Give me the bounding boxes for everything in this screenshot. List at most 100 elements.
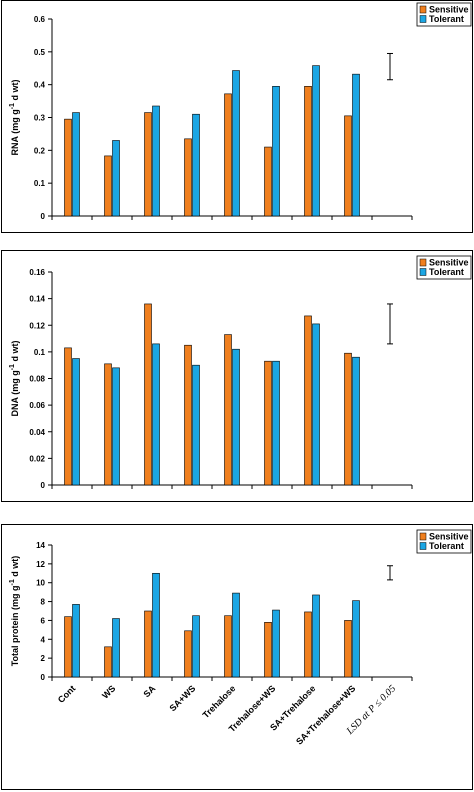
tolerant-bar <box>312 65 320 217</box>
category-label: Trehalose <box>201 683 238 720</box>
y-tick-label: 0.5 <box>34 48 46 57</box>
y-tick-label: 0.1 <box>34 179 46 188</box>
tolerant-bar <box>272 360 280 486</box>
legend-swatch <box>419 258 427 267</box>
sensitive-bar <box>264 360 272 486</box>
sensitive-bar <box>184 630 192 678</box>
sensitive-bar <box>144 303 152 486</box>
legend-box <box>416 2 472 27</box>
tolerant-bar <box>72 358 80 486</box>
sensitive-bar <box>344 620 352 678</box>
legend-box <box>416 255 472 280</box>
sensitive-bar <box>144 112 152 217</box>
legend-swatch <box>419 532 427 541</box>
y-tick-label: 0 <box>41 481 46 490</box>
sensitive-bar <box>104 363 112 486</box>
tolerant-bar <box>352 600 360 678</box>
y-tick-label: 0.2 <box>34 146 46 155</box>
tolerant-bar <box>232 592 240 678</box>
legend-label: Tolerant <box>429 541 464 551</box>
y-tick-label: 12 <box>36 560 45 569</box>
tolerant-bar <box>152 105 160 217</box>
y-tick-label: 0.02 <box>29 454 45 463</box>
rna-chart-panel: 0 0.1 0.2 0.3 0.4 0.5 0.6 RNA (mg g-1 d wt) Sens… <box>1 0 473 233</box>
legend-swatch <box>419 542 427 550</box>
y-tick-label: 6 <box>41 616 46 625</box>
y-tick-label: 2 <box>41 654 46 663</box>
y-tick-label: 0 <box>41 673 46 682</box>
sensitive-bar <box>304 611 312 678</box>
sensitive-bar <box>224 93 232 217</box>
tolerant-bar <box>112 367 120 486</box>
y-tick-label: 0.08 <box>29 375 45 384</box>
sensitive-bar <box>304 315 312 486</box>
dna-chart-panel: 0 0.02 0.04 0.06 0.08 0.1 0.12 0.14 0.16 DNA (mg … <box>1 250 473 502</box>
tolerant-bar <box>272 609 280 678</box>
sensitive-bar <box>104 155 112 217</box>
tolerant-bar <box>192 364 200 486</box>
sensitive-bar <box>304 86 312 217</box>
tolerant-bar <box>112 140 120 217</box>
y-tick-label: 0.06 <box>29 401 45 410</box>
sensitive-bar <box>64 616 72 678</box>
y-tick-label: 10 <box>36 579 45 588</box>
y-tick-label: 0.16 <box>29 268 45 277</box>
tolerant-bar <box>152 572 160 678</box>
sensitive-bar <box>64 347 72 486</box>
tolerant-bar <box>192 113 200 217</box>
protein-chart-panel: 0 2 4 6 8 10 12 14 Total protein (mg g-1 d wt) Se… <box>1 524 473 790</box>
sensitive-bar <box>224 334 232 486</box>
tolerant-bar <box>72 604 80 678</box>
y-tick-label: 0.14 <box>29 295 45 304</box>
y-tick-label: 0.1 <box>34 348 46 357</box>
y-tick-label: 0.04 <box>29 428 45 437</box>
legend-box <box>416 529 472 554</box>
category-label: Cont <box>56 683 78 705</box>
sensitive-bar <box>264 622 272 678</box>
tolerant-bar <box>232 348 240 486</box>
y-tick-label: 0.6 <box>34 15 46 24</box>
category-label: SA+WS <box>168 683 198 713</box>
sensitive-bar <box>184 138 192 217</box>
legend-label: Sensitive <box>429 532 469 542</box>
y-axis-label: RNA (mg g-1 d wt) <box>9 80 20 156</box>
tolerant-bar <box>272 86 280 217</box>
y-axis-label: Total protein (mg g-1 d wt) <box>9 556 20 667</box>
y-tick-label: 8 <box>41 598 46 607</box>
y-axis-label: DNA (mg g-1 d wt) <box>9 341 20 417</box>
tolerant-bar <box>72 112 80 217</box>
legend-label: Tolerant <box>429 267 464 277</box>
y-tick-label: 0.12 <box>29 321 45 330</box>
tolerant-bar <box>312 323 320 486</box>
sensitive-bar <box>264 146 272 217</box>
legend-swatch <box>419 15 427 23</box>
category-label: WS <box>100 683 117 700</box>
legend-label: Tolerant <box>429 14 464 24</box>
legend-swatch <box>419 5 427 14</box>
rna-chart: 0 0.1 0.2 0.3 0.4 0.5 0.6 RNA (mg g-1 d wt) Sens… <box>9 2 472 221</box>
y-tick-label: 0.3 <box>34 114 46 123</box>
sensitive-bar <box>104 646 112 678</box>
protein-chart: 0 2 4 6 8 10 12 14 Total protein (mg g-1 d wt) Se… <box>9 529 472 747</box>
tolerant-bar <box>192 615 200 678</box>
dna-chart: 0 0.02 0.04 0.06 0.08 0.1 0.12 0.14 0.16 DNA (mg … <box>9 255 472 490</box>
y-tick-label: 0 <box>41 212 46 221</box>
sensitive-bar <box>184 344 192 486</box>
y-tick-label: 14 <box>36 541 45 550</box>
sensitive-bar <box>344 115 352 217</box>
y-tick-label: 0.4 <box>34 81 46 90</box>
tolerant-bar <box>352 356 360 486</box>
legend-swatch <box>419 268 427 276</box>
category-label: SA <box>141 683 157 699</box>
sensitive-bar <box>144 610 152 678</box>
tolerant-bar <box>312 594 320 678</box>
sensitive-bar <box>224 615 232 678</box>
sensitive-bar <box>344 352 352 486</box>
legend-label: Sensitive <box>429 5 469 15</box>
y-tick-label: 4 <box>41 635 46 644</box>
tolerant-bar <box>112 618 120 678</box>
tolerant-bar <box>152 343 160 486</box>
